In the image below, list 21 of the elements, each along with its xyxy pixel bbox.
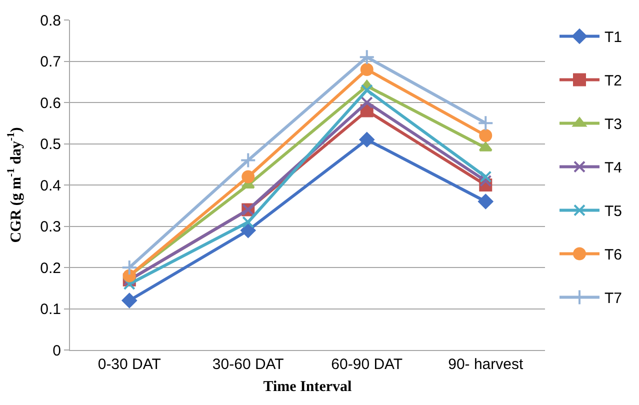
legend-label: T2 [604, 72, 622, 90]
y-tick-label: 0.4 [40, 177, 61, 194]
y-tick-label: 0.5 [40, 136, 61, 153]
x-tick-label: 90- harvest [448, 356, 524, 373]
legend-label: T5 [604, 203, 622, 220]
legend-label: T4 [604, 160, 622, 177]
x-axis-title: Time Interval [263, 379, 352, 395]
y-tick-label: 0.7 [40, 54, 61, 70]
legend-label: T3 [604, 116, 622, 134]
y-tick-label: 0.6 [40, 94, 61, 112]
y-tick-label: 0 [52, 342, 61, 360]
x-tick-label: 0-30 DAT [98, 356, 161, 373]
legend-label: T1 [604, 29, 622, 46]
legend-label: T7 [604, 290, 622, 308]
y-tick-label: 0.2 [40, 260, 61, 277]
x-tick-label: 60-90 DAT [331, 356, 403, 373]
y-tick-label: 0.8 [40, 12, 61, 30]
y-tick-label: 0.1 [40, 301, 61, 318]
y-tick-label: 0.3 [40, 218, 61, 236]
x-tick-label: 30-60 DAT [212, 356, 284, 373]
legend-label: T6 [604, 246, 622, 264]
